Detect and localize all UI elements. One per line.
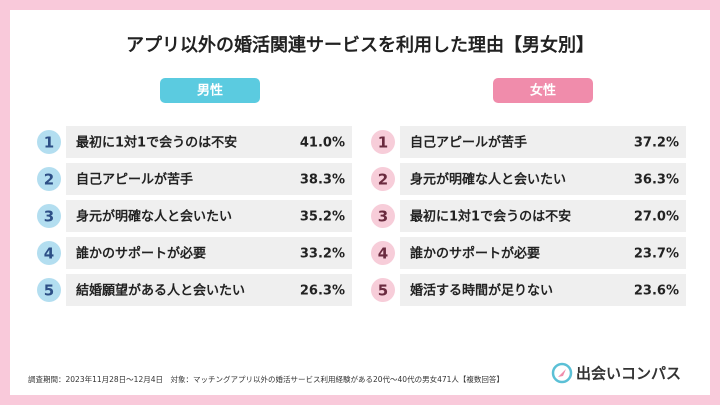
rank: 4 (378, 245, 388, 263)
percentage: 37.2% (634, 136, 679, 151)
logo-icon (551, 362, 573, 384)
row-bg (400, 237, 686, 269)
rank-badge (371, 204, 395, 228)
rank-badge (37, 167, 61, 191)
percentage: 23.7% (634, 247, 679, 262)
rank: 5 (378, 282, 388, 300)
row-bg (400, 200, 686, 232)
row-bg (66, 200, 352, 232)
logo-text: 出会いコンパス (576, 365, 681, 383)
rank: 1 (378, 134, 388, 152)
reason: 最初に1対1で会うのは不安 (410, 209, 571, 225)
reason: 結婚願望がある人と会いたい (76, 283, 245, 299)
percentage: 23.6% (634, 284, 679, 299)
rank-badge (371, 278, 395, 302)
row-bg (66, 163, 352, 195)
rank-badge (37, 204, 61, 228)
reason: 自己アピールが苦手 (76, 172, 193, 188)
rank: 2 (44, 171, 54, 189)
reason: 身元が明確な人と会いたい (76, 209, 232, 225)
row-bg (66, 126, 352, 158)
reason: 婚活する時間が足りない (410, 283, 553, 299)
reason: 自己アピールが苦手 (410, 135, 527, 151)
row-bg (400, 126, 686, 158)
percentage: 41.0% (300, 136, 345, 151)
panel-label-bg (493, 78, 593, 103)
panel-label: 男性 (197, 83, 223, 99)
rank: 3 (44, 208, 54, 226)
rank-badge (371, 130, 395, 154)
footer: 調査期間：2023年11月28日〜12月4日 対象：マッチングアプリ以外の婚活サ… (28, 374, 504, 384)
percentage: 38.3% (300, 173, 345, 188)
percentage: 27.0% (634, 210, 679, 225)
panel-label-bg (160, 78, 260, 103)
row-bg (400, 274, 686, 306)
row-bg (66, 274, 352, 306)
rank-badge (371, 167, 395, 191)
reason: 誰かのサポートが必要 (76, 246, 206, 262)
rank-badge (371, 241, 395, 265)
reason: 誰かのサポートが必要 (410, 246, 540, 262)
reason: 身元が明確な人と会いたい (410, 172, 566, 188)
panel-label: 女性 (530, 83, 556, 99)
percentage: 36.3% (634, 173, 679, 188)
percentage: 33.2% (300, 247, 345, 262)
rank-badge (37, 241, 61, 265)
logo-needle (558, 369, 566, 377)
rank: 2 (378, 171, 388, 189)
logo: 出会いコンパス (551, 362, 681, 384)
rank: 5 (44, 282, 54, 300)
reason: 最初に1対1で会うのは不安 (76, 135, 237, 151)
rank: 4 (44, 245, 54, 263)
rank: 3 (378, 208, 388, 226)
row-bg (66, 237, 352, 269)
rank-badge (37, 278, 61, 302)
row-bg (400, 163, 686, 195)
title: アプリ以外の婚活関連サービスを利用した理由【男女別】 (126, 34, 594, 56)
percentage: 35.2% (300, 210, 345, 225)
rank-badge (37, 130, 61, 154)
percentage: 26.3% (300, 284, 345, 299)
rank: 1 (44, 134, 54, 152)
